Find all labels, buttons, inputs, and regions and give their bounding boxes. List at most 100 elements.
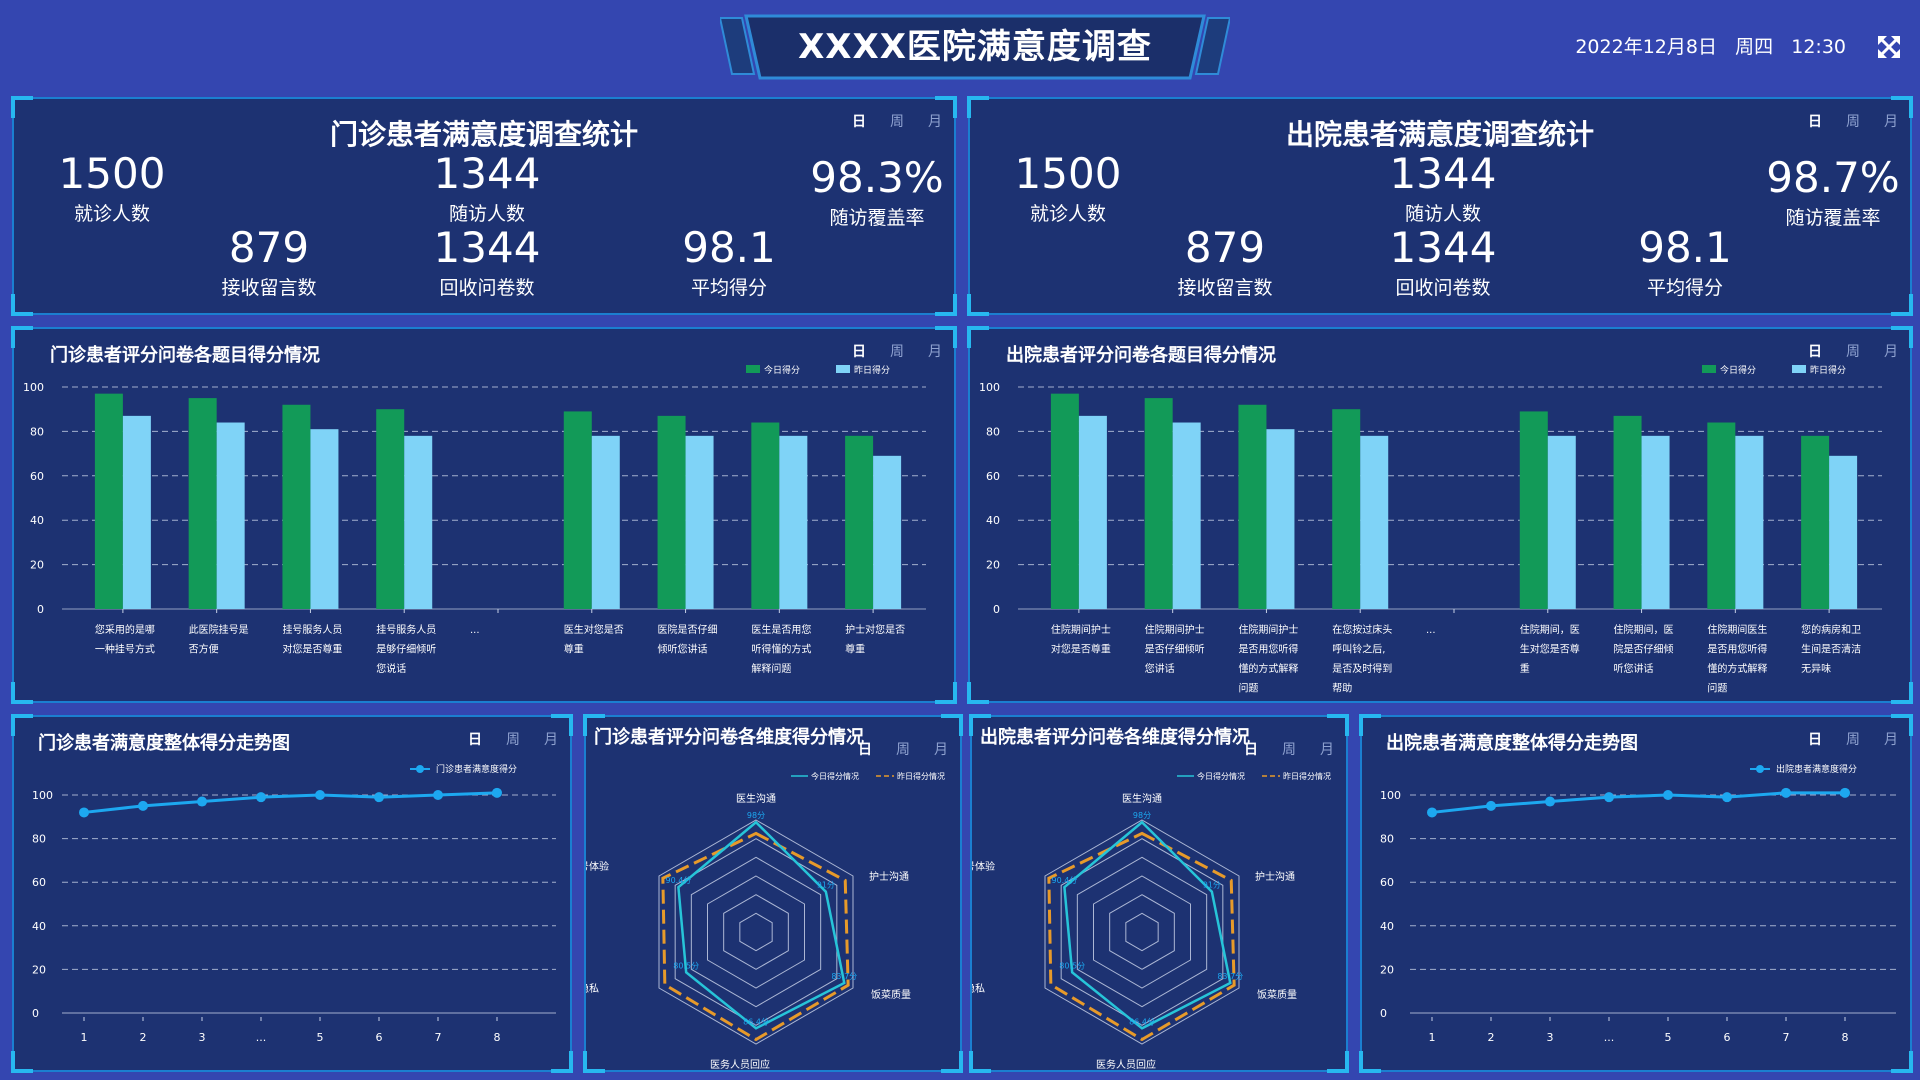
bar-chart-title: 出院患者评分问卷各题目得分情况	[1006, 345, 1276, 366]
tab-week[interactable]: 周	[896, 742, 910, 758]
stat-value: 1344	[1389, 223, 1497, 272]
x-tick-label: 住院期间护士	[1238, 623, 1298, 636]
y-tick-label: 60	[986, 470, 1000, 483]
data-point	[1427, 807, 1437, 818]
stat-label: 接收留言数	[221, 277, 317, 299]
radar-axis-label: 医务人员回应	[1096, 1058, 1156, 1070]
bar-yesterday	[310, 429, 339, 609]
legend-swatch-yesterday	[1792, 365, 1806, 373]
y-tick-label: 80	[32, 833, 46, 846]
radar-axis-label: 医务人员回应	[710, 1058, 770, 1070]
tab-month[interactable]: 月	[1320, 742, 1334, 758]
tab-day[interactable]: 日	[1808, 732, 1822, 748]
tab-day[interactable]: 日	[852, 114, 866, 130]
x-tick-label: 否方便	[189, 643, 219, 656]
x-tick-label: 生间是否清洁	[1801, 643, 1861, 656]
x-tick-label: ...	[470, 625, 480, 636]
radar-ring	[1093, 875, 1191, 989]
x-tick-label: 医生是否用您	[751, 623, 811, 636]
outpatient-radar-panel: 门诊患者评分问卷各维度得分情况 日 周 月 医生沟通 护士沟通 饭菜质量 医务人员回应…	[583, 714, 963, 1073]
radar-series-yesterday	[661, 831, 850, 1042]
radar-chart-title: 门诊患者评分问卷各维度得分情况	[594, 727, 864, 748]
x-tick-label: 呼叫铃之后,	[1332, 643, 1385, 656]
bar-today	[845, 435, 874, 609]
tab-week[interactable]: 周	[890, 344, 904, 360]
x-tick-label: 院是否仔细倾	[1614, 643, 1674, 656]
tab-day[interactable]: 日	[468, 732, 482, 748]
radar-ring	[690, 856, 822, 1008]
bar-yesterday	[216, 422, 245, 609]
legend-label-yesterday: 昨日得分	[1810, 364, 1846, 376]
x-tick-label: 1	[81, 1031, 88, 1044]
tab-week[interactable]: 周	[890, 114, 904, 130]
tab-month[interactable]: 月	[928, 344, 942, 360]
tab-day[interactable]: 日	[858, 742, 872, 758]
stat-value: 1344	[433, 223, 541, 272]
bar-yesterday	[1266, 429, 1295, 609]
tab-week[interactable]: 周	[1846, 732, 1860, 748]
radar-point-label: 91分	[817, 881, 835, 890]
bar-today	[751, 422, 780, 609]
stat-followups: 1344 随访人数	[1358, 151, 1528, 226]
radar-ring	[707, 875, 805, 989]
inpatient-question-scores-panel: 出院患者评分问卷各题目得分情况 日 周 月 0 20 40 60 80 100 今日得分 昨日…	[967, 326, 1913, 704]
x-tick-label: 问题	[1707, 682, 1727, 695]
legend-label-yesterday: 昨日得分情况	[897, 771, 945, 781]
x-tick-label: 1	[1429, 1031, 1436, 1044]
tab-month[interactable]: 月	[1884, 344, 1898, 360]
stat-label: 随访覆盖率	[829, 207, 925, 229]
y-tick-label: 0	[1380, 1007, 1387, 1020]
legend-label-yesterday: 昨日得分	[854, 364, 890, 376]
legend-swatch-yesterday	[836, 365, 850, 373]
tab-week[interactable]: 周	[1846, 344, 1860, 360]
x-tick-label: 此医院挂号是	[189, 623, 249, 636]
x-tick-label: 倾听您讲话	[658, 643, 708, 656]
page-title: XXXX医院满意度调查	[798, 27, 1152, 67]
y-tick-label: 80	[1380, 833, 1394, 846]
tab-month[interactable]: 月	[928, 114, 942, 130]
period-tabs: 日 周 月	[456, 729, 570, 749]
chart-legend: 今日得分情况 昨日得分情况	[1177, 771, 1331, 781]
data-point	[1545, 796, 1555, 807]
tab-day[interactable]: 日	[1808, 344, 1822, 360]
bar-chart-title: 门诊患者评分问卷各题目得分情况	[50, 345, 320, 366]
tab-month[interactable]: 月	[1884, 732, 1898, 748]
radar-axis-label: 医生沟通	[736, 792, 776, 805]
chart-legend: 今日得分 昨日得分	[746, 364, 890, 376]
stat-messages: 879 接收留言数	[194, 225, 344, 300]
stat-messages: 879 接收留言数	[1150, 225, 1300, 300]
bar-yesterday	[404, 435, 433, 609]
bar-today	[282, 404, 311, 609]
tab-week[interactable]: 周	[1846, 114, 1860, 130]
bar-yesterday	[1641, 435, 1670, 609]
tab-month[interactable]: 月	[934, 742, 948, 758]
legend-marker	[416, 765, 424, 773]
tab-month[interactable]: 月	[1884, 114, 1898, 130]
radar-ring	[1109, 894, 1175, 970]
fullscreen-icon[interactable]	[1878, 36, 1900, 62]
radar-point-label: 90.4分	[665, 876, 691, 885]
data-point	[1604, 792, 1614, 803]
legend-label-yesterday: 昨日得分情况	[1283, 771, 1331, 781]
page-header: XXXX医院满意度调查	[720, 14, 1230, 80]
radar-ring	[1076, 856, 1208, 1008]
x-tick-label: 是否及时得到	[1332, 663, 1392, 675]
tab-day[interactable]: 日	[1808, 114, 1822, 130]
tab-day[interactable]: 日	[852, 344, 866, 360]
x-tick-label: 是够仔细倾听	[376, 643, 436, 656]
x-tick-label: 听得懂的方式	[751, 643, 811, 656]
trend-line	[1431, 791, 1845, 814]
bar-yesterday	[1360, 435, 1389, 609]
tab-month[interactable]: 月	[544, 732, 558, 748]
tab-week[interactable]: 周	[506, 732, 520, 748]
period-tabs: 日 周 月	[846, 739, 960, 759]
tab-day[interactable]: 日	[1244, 742, 1258, 758]
tab-week[interactable]: 周	[1282, 742, 1296, 758]
bar-today	[1801, 435, 1830, 609]
radar-axis-label: 挂号体验	[972, 860, 995, 873]
legend-swatch-today	[746, 365, 760, 373]
time-text: 12:30	[1791, 36, 1846, 58]
